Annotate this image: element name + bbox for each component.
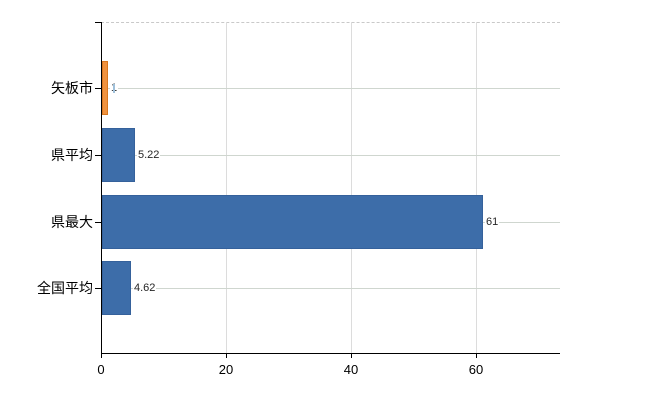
y-axis-tick [95, 88, 101, 89]
y-axis-top-tick [95, 22, 101, 23]
y-axis-tick [95, 288, 101, 289]
x-axis-tick [351, 353, 352, 358]
x-axis-tick [226, 353, 227, 358]
x-axis-tick [476, 353, 477, 358]
x-tick-label: 0 [97, 362, 105, 377]
bar-value-label: 61 [485, 216, 500, 229]
bar-value-label: 5.22 [137, 149, 161, 162]
x-tick-label: 20 [218, 362, 234, 377]
x-axis-tick [101, 353, 102, 358]
bar-value-label: 4.62 [133, 282, 157, 295]
category-label: 県平均 [51, 147, 93, 163]
y-axis-line [101, 22, 102, 354]
x-axis-line [101, 353, 560, 354]
data-bar[interactable] [102, 128, 135, 182]
x-gridline [351, 22, 352, 353]
category-gridline [101, 288, 560, 289]
data-bar[interactable] [102, 261, 131, 315]
x-tick-label: 40 [343, 362, 359, 377]
text-cursor-icon [113, 84, 115, 93]
data-bar[interactable] [102, 61, 108, 115]
category-label: 矢板市 [51, 80, 93, 96]
category-label: 県最大 [51, 214, 93, 230]
category-gridline [101, 155, 560, 156]
y-axis-tick [95, 155, 101, 156]
data-bar[interactable] [102, 195, 483, 249]
category-label: 全国平均 [37, 280, 93, 296]
x-gridline [226, 22, 227, 353]
y-axis-tick [95, 222, 101, 223]
plot-top-border [101, 22, 560, 23]
x-tick-label: 60 [468, 362, 484, 377]
x-gridline [476, 22, 477, 353]
category-gridline [101, 88, 560, 89]
